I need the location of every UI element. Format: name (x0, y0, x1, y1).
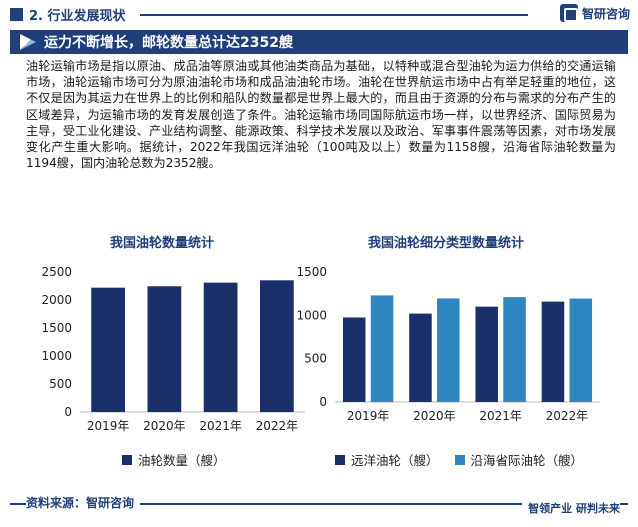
chart2-bar-a (541, 301, 565, 402)
chart1-ytick-label: 2000 (41, 293, 72, 307)
chart1-xtick-label: 2021年 (199, 419, 242, 433)
chart2-title: 我国油轮细分类型数量统计 (368, 236, 525, 251)
legend-item-coastal: 沿海省际油轮（艘） (454, 450, 584, 469)
legend-swatch-total (122, 454, 132, 465)
chart2-ytick-label: 0 (319, 395, 327, 409)
chart1-ytick-label: 0 (64, 405, 72, 419)
chart1-xtick-label: 2019年 (87, 419, 130, 433)
chart2-xtick-label: 2020年 (413, 409, 456, 423)
chart1-legend: 油轮数量（艘） (122, 450, 226, 469)
source-note: 资料来源：智研咨询 (26, 494, 141, 511)
chart2-bar-a (475, 306, 498, 402)
chart2-xtick-label: 2019年 (347, 409, 390, 423)
chart1-ytick-label: 1000 (41, 349, 72, 363)
chart1-ytick-label: 1500 (41, 321, 72, 335)
chart2-bar-a (342, 317, 366, 402)
chart1-ytick-label: 500 (49, 377, 72, 391)
headline-text: 运力不断增长，邮轮数量总计达2352艘 (44, 35, 293, 51)
body-paragraph: 油轮运输市场是指以原油、成品油等原油或其他油类商品为基础，以特种或混合型油轮为运… (26, 59, 616, 171)
chart1-xtick-label: 2020年 (143, 419, 186, 433)
brand-name: 智研咨询 (581, 6, 630, 21)
chart1-bar-a (260, 280, 294, 412)
legend-item-ocean: 远洋油轮（艘） (335, 450, 439, 469)
chart2-bar-b (437, 298, 460, 402)
brand: 智研咨询 (559, 4, 630, 22)
header-divider (140, 14, 528, 16)
headline-banner: 运力不断增长，邮轮数量总计达2352艘 (10, 30, 628, 54)
footer-divider (10, 503, 628, 505)
chart2-bar-b (569, 298, 593, 402)
header: 2. 行业发展现状 智研咨询 (0, 0, 638, 28)
chart1-bar-a (91, 287, 125, 412)
chart1-bar-a (147, 286, 182, 412)
chart2-bar-a (409, 313, 432, 402)
brand-logo-icon (559, 4, 578, 22)
chart1-bar-a (203, 282, 238, 412)
legend-swatch-coastal (454, 454, 465, 465)
chart1-ytick-label: 2500 (41, 265, 72, 279)
chart1-title: 我国油轮数量统计 (110, 236, 215, 251)
footer-slogan: 智领产业 研判未来 (522, 500, 620, 516)
chart2-ytick-label: 500 (304, 352, 327, 366)
legend-label-total: 油轮数量（艘） (138, 453, 226, 468)
section-title: 2. 行业发展现状 (10, 5, 126, 24)
legend-label-ocean: 远洋油轮（艘） (351, 453, 439, 468)
chart1-xtick-label: 2022年 (256, 419, 299, 433)
chart2-ytick-label: 1500 (296, 265, 327, 279)
legend-swatch-ocean (335, 454, 345, 465)
legend-label-coastal: 沿海省际油轮（艘） (470, 453, 584, 468)
chart2-xtick-label: 2021年 (479, 409, 522, 423)
section-title-text: 2. 行业发展现状 (29, 9, 126, 24)
chart2-ytick-label: 1000 (296, 308, 327, 322)
chart2-bar-b (370, 295, 394, 402)
chart2-bar-b (503, 297, 526, 402)
chart2-xtick-label: 2022年 (546, 409, 589, 423)
square-bullet-icon (10, 8, 23, 21)
arrow-icon (20, 34, 36, 50)
chart2-legend: 远洋油轮（艘） 沿海省际油轮（艘） (335, 450, 583, 469)
